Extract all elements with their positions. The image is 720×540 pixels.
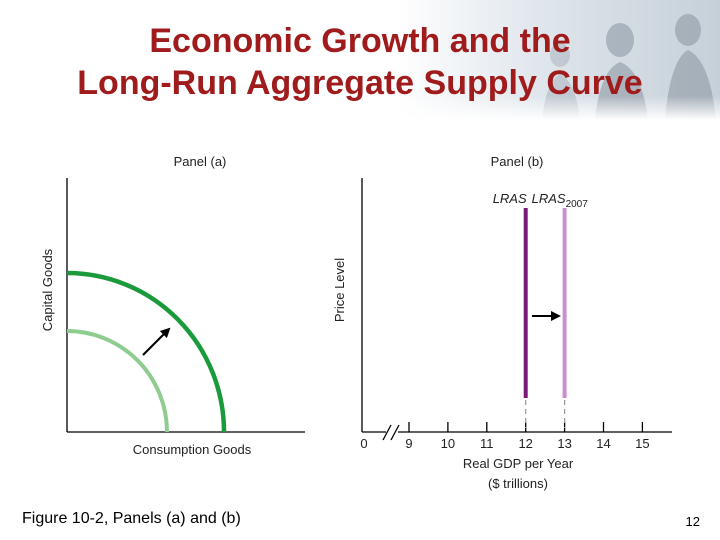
- slide-title: Economic Growth and the Long-Run Aggrega…: [0, 20, 720, 104]
- axis-break-icon: [382, 424, 400, 441]
- panel-a-label: Panel (a): [174, 154, 227, 169]
- ppc-shift-arrow: [142, 327, 171, 356]
- title-line-1: Economic Growth and the: [149, 22, 571, 60]
- lras-label-sub-2: 2007: [566, 199, 589, 210]
- x-tick-label-0: 0: [360, 436, 367, 451]
- panel-b-label: Panel (b): [491, 154, 544, 169]
- x-tick-label-14: 14: [596, 436, 610, 451]
- figure-caption: Figure 10-2, Panels (a) and (b): [22, 510, 241, 527]
- panel-a-xlabel: Consumption Goods: [133, 442, 252, 457]
- panel-a: Panel (a) Capital Goods Consumption Good…: [40, 154, 305, 457]
- header-banner: [0, 0, 720, 120]
- x-tick-label-10: 10: [441, 436, 455, 451]
- ppc-initial-curve: [66, 329, 169, 433]
- panel-b-xlabel-line2: ($ trillions): [488, 476, 548, 491]
- lras-label-1: LRAS: [493, 191, 527, 206]
- panel-b: Panel (b) 0 9 10 11 12 13 14 15 LRAS LRAS2007 Pr…: [332, 154, 672, 491]
- ppc-shifted-curve: [66, 270, 227, 433]
- lras-label-2: LRAS2007: [532, 191, 589, 210]
- title-line-2: Long-Run Aggregate Supply Curve: [77, 64, 643, 102]
- x-tick-label-15: 15: [635, 436, 649, 451]
- page-number: 12: [685, 514, 700, 529]
- header-fade: [0, 96, 720, 120]
- panel-a-ylabel: Capital Goods: [40, 248, 55, 331]
- panel-b-ylabel: Price Level: [332, 258, 347, 322]
- panel-b-xlabel-line1: Real GDP per Year: [463, 456, 574, 471]
- x-tick-label-12: 12: [518, 436, 532, 451]
- x-tick-label-9: 9: [405, 436, 412, 451]
- x-tick-label-13: 13: [557, 436, 571, 451]
- x-tick-label-11: 11: [480, 436, 494, 451]
